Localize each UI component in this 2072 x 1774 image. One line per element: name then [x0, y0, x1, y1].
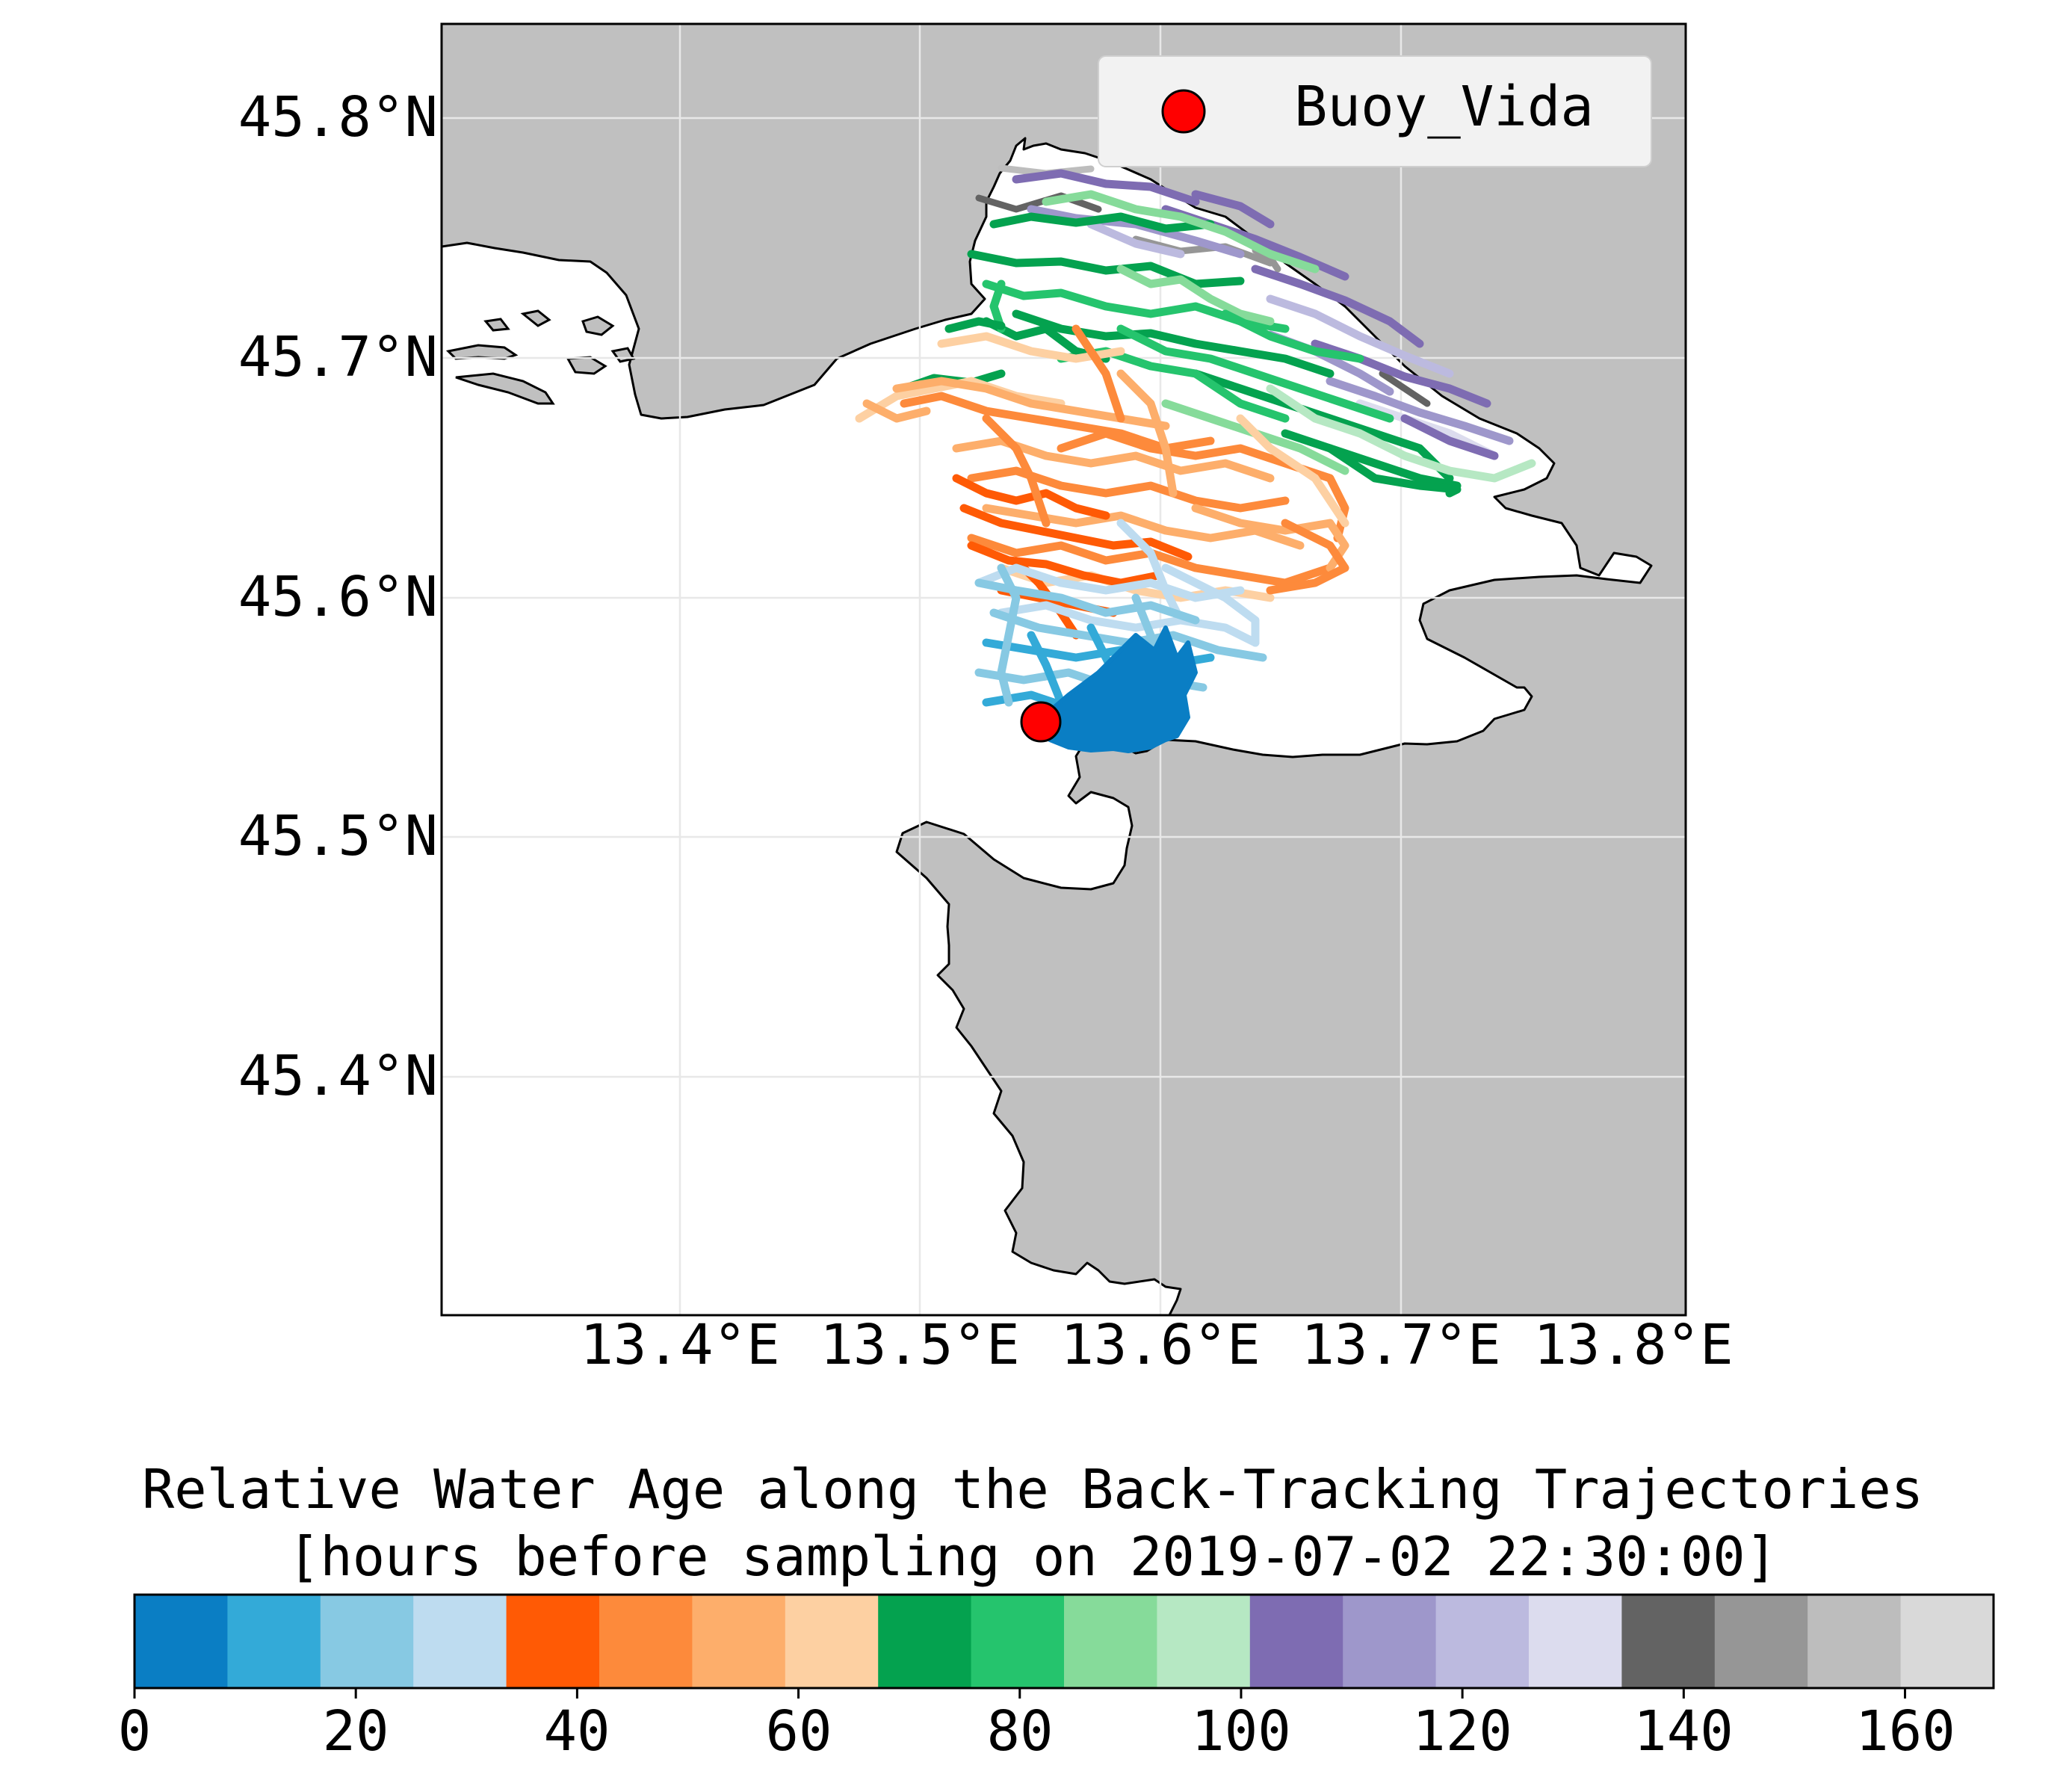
colorbar-segment — [1343, 1595, 1437, 1688]
trajectories — [855, 164, 1536, 753]
trajectory — [967, 250, 1245, 288]
trajectory — [967, 541, 1163, 587]
trajectory — [959, 504, 1193, 561]
colorbar-segment — [320, 1595, 414, 1688]
trajectory — [1400, 414, 1499, 460]
colorbar-segment — [1249, 1595, 1343, 1688]
lon-label: 13.4°E — [580, 1313, 779, 1377]
legend-marker — [1161, 89, 1206, 134]
trajectory-group-67-101h — [900, 190, 1536, 498]
colorbar-tick-label: 100 — [1191, 1699, 1291, 1764]
colorbar-tick-label: 80 — [986, 1699, 1053, 1764]
trajectory — [1086, 220, 1185, 259]
lat-label: 45.4°N — [238, 1044, 438, 1108]
lon-label: 13.7°E — [1301, 1313, 1500, 1377]
trajectory — [1042, 190, 1320, 273]
trajectory — [1116, 265, 1275, 326]
trajectory — [1161, 563, 1260, 647]
colorbar-segment — [1529, 1595, 1622, 1688]
colorbar-segment — [1435, 1595, 1530, 1688]
latitude-labels: 45.8°N 45.7°N 45.6°N 45.5°N 45.4°N — [238, 85, 438, 1108]
colorbar-segment — [785, 1595, 879, 1688]
trajectory — [1116, 519, 1185, 625]
lon-label: 13.8°E — [1533, 1313, 1733, 1377]
colorbar-segment — [134, 1595, 228, 1688]
colorbar-frame — [133, 1593, 1995, 1690]
trajectory — [1191, 369, 1454, 483]
trajectory — [982, 504, 1305, 550]
colorbar-title-line2: [hours before sampling on 2019-07-02 22:… — [288, 1525, 1778, 1588]
colorbar-segment — [1900, 1595, 1994, 1688]
colorbar-tick-label: 140 — [1633, 1699, 1734, 1764]
colorbar-segment — [1621, 1595, 1716, 1688]
lagoon-islands — [445, 309, 636, 405]
lat-label: 45.6°N — [238, 565, 438, 629]
colorbar-segment — [1807, 1595, 1902, 1688]
colorbar-ticks: 0 20 40 60 80 100 120 140 160 — [118, 1688, 1955, 1764]
trajectory — [1266, 519, 1349, 595]
lon-label: 13.5°E — [820, 1313, 1019, 1377]
trajectory — [1326, 444, 1462, 498]
trajectory — [967, 466, 1290, 513]
trajectory — [989, 212, 1215, 233]
colorbar-segment — [506, 1595, 600, 1688]
colorbar-tick-label: 160 — [1855, 1699, 1955, 1764]
trajectory — [1281, 429, 1462, 490]
trajectory — [975, 192, 1102, 213]
trajectory — [952, 474, 1110, 520]
colorbar-segment — [413, 1595, 507, 1688]
longitude-labels: 13.4°E 13.5°E 13.6°E 13.7°E 13.8°E — [580, 1313, 1733, 1377]
trajectory — [1057, 429, 1349, 543]
trajectory — [1191, 190, 1275, 229]
trajectory — [982, 414, 1051, 528]
trajectory — [997, 601, 1260, 647]
trajectory — [1012, 169, 1200, 206]
colorbar-tick-label: 120 — [1412, 1699, 1512, 1764]
colorbar-tick-label: 0 — [118, 1699, 152, 1764]
legend-label: Buoy_Vida — [1294, 75, 1594, 139]
recent-trajectory-area — [1040, 625, 1198, 753]
map-panel — [442, 24, 1686, 1315]
lat-label: 45.7°N — [238, 325, 438, 389]
trajectory — [974, 563, 1245, 602]
colorbar-segment — [1714, 1595, 1808, 1688]
lat-label: 45.5°N — [238, 804, 438, 868]
trajectory — [1236, 414, 1349, 528]
trajectory-cloud-recent — [1040, 625, 1198, 753]
colorbar-segment — [1064, 1595, 1157, 1688]
trajectory — [1071, 324, 1125, 423]
trajectory — [1251, 265, 1424, 348]
lon-label: 13.6°E — [1060, 1313, 1260, 1377]
legend-box — [1098, 55, 1652, 167]
trajectory — [1266, 294, 1454, 378]
colorbar-segment — [878, 1595, 972, 1688]
trajectory — [862, 399, 931, 423]
trajectory — [1379, 370, 1431, 407]
colorbar-tick-label: 60 — [765, 1699, 832, 1764]
colorbar-tick-label: 20 — [322, 1699, 389, 1764]
trajectory — [1221, 309, 1364, 363]
colorbar-segment — [1157, 1595, 1251, 1688]
trajectory — [1266, 384, 1536, 483]
trajectory — [1191, 504, 1349, 572]
colorbar — [134, 1595, 1994, 1688]
map-frame — [440, 22, 1687, 1317]
legend: Buoy_Vida — [1098, 55, 1652, 167]
lat-label: 45.8°N — [238, 85, 438, 149]
trajectory — [1116, 324, 1394, 423]
buoy-marker — [1020, 701, 1062, 743]
trajectory — [1012, 309, 1335, 378]
trajectory — [1326, 377, 1514, 445]
trajectory — [1116, 369, 1178, 498]
colorbar-segment — [692, 1595, 786, 1688]
colorbar-segment — [227, 1595, 321, 1688]
colorbar-title-line1: Relative Water Age along the Back-Tracki… — [142, 1458, 1923, 1521]
colorbar-segment — [599, 1595, 693, 1688]
colorbar-tick-label: 40 — [543, 1699, 610, 1764]
colorbar-segment — [971, 1595, 1065, 1688]
trajectory — [997, 563, 1021, 707]
trajectory — [944, 317, 1006, 333]
